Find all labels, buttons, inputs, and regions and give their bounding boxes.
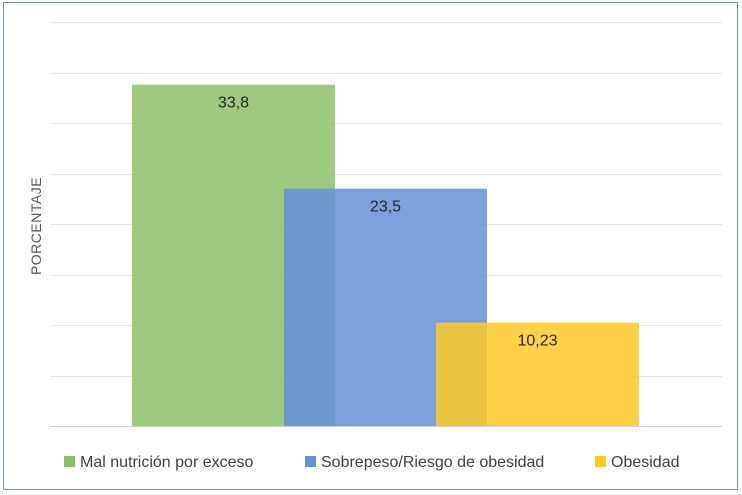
- legend-swatch-2: [305, 456, 316, 467]
- y-axis-label: PORCENTAJE: [28, 177, 44, 275]
- legend-label-2: Sobrepeso/Riesgo de obesidad: [321, 454, 544, 471]
- data-label-2: 23,5: [370, 199, 401, 216]
- data-label-3: 10,23: [517, 333, 557, 350]
- legend-label-1: Mal nutrición por exceso: [80, 454, 254, 471]
- data-labels: 33,8 23,5 10,23: [218, 95, 558, 350]
- bar-3: [436, 322, 639, 426]
- data-label-1: 33,8: [218, 95, 249, 112]
- legend-label-3: Obesidad: [611, 454, 680, 471]
- legend: Mal nutrición por exceso Sobrepeso/Riesgo…: [64, 454, 680, 471]
- legend-swatch-3: [595, 456, 606, 467]
- legend-swatch-1: [64, 456, 75, 467]
- bars: [132, 84, 639, 427]
